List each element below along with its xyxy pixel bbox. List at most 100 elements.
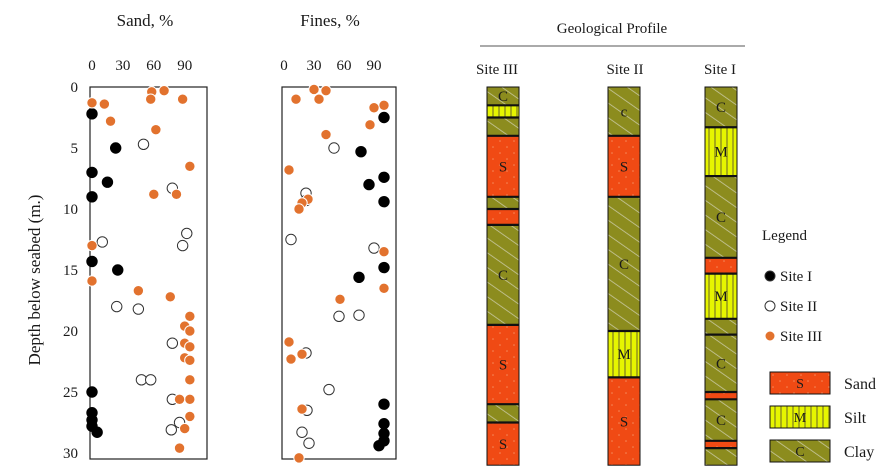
legend-marker-label: Site I	[780, 269, 812, 285]
sand-x-tick-label: 30	[115, 58, 130, 74]
fines-point-site-iii	[334, 293, 346, 305]
layer-silt	[704, 273, 738, 320]
fines-panel: 0 30 60 90	[280, 58, 397, 464]
y-tick-label: 5	[71, 141, 79, 157]
fines-point-site-i	[378, 171, 390, 183]
sand-point-site-ii	[166, 337, 179, 349]
fines-point-site-i	[378, 111, 390, 124]
fines-panel-title: Fines, %	[300, 11, 360, 30]
fines-point-site-iii	[283, 336, 295, 348]
legend-marker-site-ii	[764, 300, 776, 312]
sand-point-site-iii	[158, 84, 170, 97]
sand-point-site-i	[112, 264, 124, 276]
fines-point-site-iii	[296, 348, 308, 360]
fines-point-site-iii	[290, 93, 302, 105]
profile-title: Geological Profile	[557, 21, 668, 37]
sand-plot-frame	[89, 86, 208, 460]
fines-point-site-i	[363, 178, 375, 191]
y-tick-label: 15	[63, 263, 78, 279]
sand-x-tick-label: 0	[88, 58, 96, 74]
legend-swatch-code: M	[794, 411, 807, 426]
sand-point-site-iii	[86, 275, 98, 287]
sand-point-site-iii	[150, 124, 162, 136]
sand-point-site-iii	[86, 239, 98, 252]
sand-point-site-ii	[176, 239, 189, 252]
fines-point-site-iii	[296, 403, 308, 415]
fines-x-tick-label: 30	[307, 58, 322, 74]
fines-point-site-ii	[328, 142, 340, 154]
layer-sand	[704, 257, 738, 275]
layer-silt	[486, 104, 520, 119]
layer-sand	[486, 422, 520, 466]
sand-point-site-i	[86, 108, 98, 120]
layer-label: M	[617, 347, 630, 363]
fines-point-site-ii	[303, 437, 315, 449]
legend-marker-label: Site III	[780, 329, 822, 345]
sand-point-site-iii	[176, 93, 189, 105]
layer-label: C	[716, 100, 726, 116]
sand-point-site-iii	[173, 442, 186, 454]
sand-point-site-i	[86, 255, 98, 268]
fines-point-site-i	[378, 398, 390, 410]
sand-point-site-iii	[184, 374, 196, 386]
sand-point-site-iii	[184, 354, 196, 366]
sand-point-site-iii	[179, 422, 191, 435]
layer-sand	[486, 135, 520, 198]
fines-x-tick-label: 90	[367, 58, 382, 74]
layer-label: S	[620, 159, 628, 175]
fines-point-site-i	[353, 271, 365, 284]
sand-point-site-ii	[137, 138, 150, 151]
sand-point-site-iii	[184, 325, 196, 337]
sand-point-site-iii	[184, 410, 196, 423]
y-tick-label: 10	[63, 202, 78, 218]
layer-silt	[704, 126, 738, 177]
profile-column-label: Site I	[704, 62, 736, 78]
layer-clay	[704, 447, 738, 466]
layer-label: C	[716, 413, 726, 429]
fines-point-site-iii	[364, 119, 376, 131]
layer-clay	[486, 196, 520, 210]
sand-point-site-ii	[181, 227, 193, 240]
fines-point-site-iii	[313, 93, 325, 105]
sand-x-tick-label: 90	[177, 58, 192, 74]
layer-label: C	[716, 356, 726, 372]
legend-marker-site-iii	[764, 330, 776, 342]
fines-point-site-ii	[285, 233, 297, 246]
fines-point-site-iii	[378, 282, 390, 294]
fines-point-site-iii	[285, 353, 297, 365]
sand-point-site-i	[86, 191, 98, 203]
fines-point-site-ii	[323, 383, 335, 396]
sand-point-site-iii	[132, 285, 145, 297]
sand-point-site-i	[86, 386, 98, 398]
y-tick-label: 30	[63, 446, 78, 462]
fines-point-site-i	[378, 195, 390, 208]
sand-point-site-ii	[96, 236, 109, 248]
sand-point-site-ii	[145, 374, 157, 386]
layer-label: c	[621, 104, 628, 120]
legend-swatch-code: C	[795, 445, 804, 460]
geological-profile: Site III C S C S S Site II c S C M S Site I C M C M C C	[476, 62, 738, 466]
layer-label: S	[499, 358, 507, 374]
fines-point-site-iii	[320, 84, 332, 97]
fines-point-site-iii	[320, 128, 332, 141]
sand-point-site-iii	[98, 98, 111, 110]
sand-point-site-iii	[164, 291, 176, 303]
profile-column-label: Site III	[476, 62, 518, 78]
legend-soil-label: Silt	[844, 410, 867, 427]
layer-sand	[486, 208, 520, 226]
fines-point-site-ii	[368, 242, 380, 254]
sand-point-site-ii	[165, 424, 178, 436]
sand-point-site-iii	[184, 341, 196, 353]
fines-point-site-ii	[296, 426, 308, 438]
layer-clay	[704, 318, 738, 336]
layer-label: C	[716, 210, 726, 226]
sand-point-site-i	[91, 426, 103, 438]
layer-sand	[486, 324, 520, 405]
fines-point-site-ii	[333, 310, 345, 323]
sand-point-site-iii	[148, 188, 160, 201]
fines-point-site-iii	[368, 102, 380, 114]
layer-label: M	[714, 145, 727, 161]
layer-label: S	[499, 159, 507, 175]
y-tick-label: 25	[63, 385, 78, 401]
